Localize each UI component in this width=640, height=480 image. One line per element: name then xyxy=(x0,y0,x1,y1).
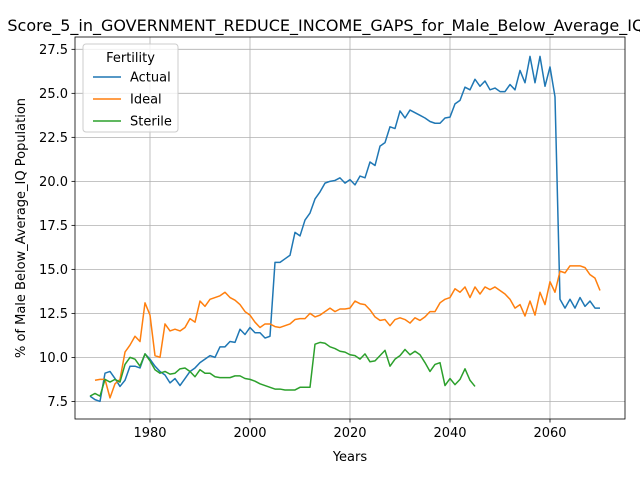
legend-label-actual: Actual xyxy=(130,71,171,86)
x-tick-label: 2060 xyxy=(533,426,566,441)
legend-label-ideal: Ideal xyxy=(130,93,162,108)
y-tick-label: 12.5 xyxy=(39,307,68,322)
series-line-ideal xyxy=(94,265,601,399)
y-tick-label: 15.0 xyxy=(39,263,68,278)
plot-area: 1980 2000 2020 2040 2060 7.5 10.0 12.5 15.0 17.5 2… xyxy=(39,36,626,441)
y-tick-label: 27.5 xyxy=(39,43,68,58)
legend-label-sterile: Sterile xyxy=(130,115,172,130)
x-axis-label: Years xyxy=(332,450,368,465)
series-line-sterile xyxy=(89,341,476,397)
x-tick-label: 1980 xyxy=(133,426,166,441)
y-tick-label: 22.5 xyxy=(39,131,68,146)
y-axis-label: % of Male Below_Average_IQ Population xyxy=(14,98,29,358)
legend-title: Fertility xyxy=(106,51,155,66)
y-tick-label: 17.5 xyxy=(39,219,68,234)
y-tick-label: 10.0 xyxy=(39,351,68,366)
y-tick-label: 20.0 xyxy=(39,175,68,190)
series-line-actual xyxy=(89,55,600,403)
legend-box xyxy=(82,43,179,133)
y-tick-label: 25.0 xyxy=(39,87,68,102)
x-tick-label: 2020 xyxy=(333,426,366,441)
y-tick-label: 7.5 xyxy=(47,395,68,410)
x-tick-label: 2000 xyxy=(233,426,266,441)
chart-title: Score_5_in_GOVERNMENT_REDUCE_INCOME_GAPS… xyxy=(7,16,640,36)
x-tick-label: 2040 xyxy=(433,426,466,441)
